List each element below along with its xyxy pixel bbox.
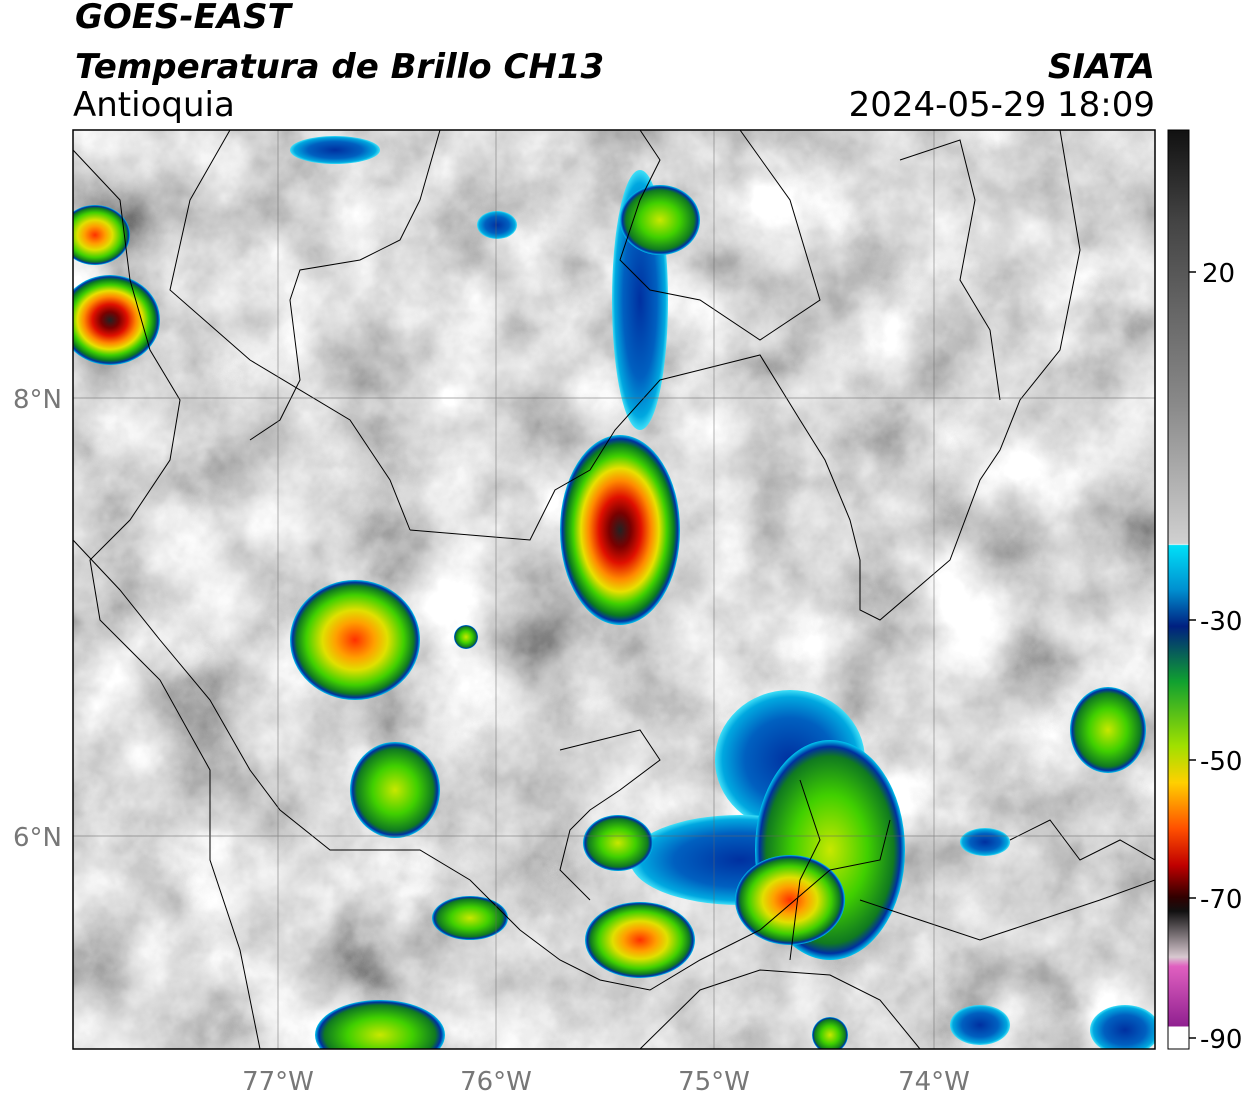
colorbar	[1167, 129, 1190, 1050]
border-line	[789, 779, 821, 961]
borders	[73, 130, 1155, 1049]
cloud-top	[950, 1005, 1010, 1045]
colorbar-label: 20	[1202, 259, 1235, 289]
cloud-top	[560, 435, 680, 625]
cloud-top	[1070, 687, 1146, 773]
border-line	[859, 879, 1155, 941]
lat-label: 8°N	[13, 385, 62, 415]
cloud-top	[290, 580, 420, 700]
cloud-top	[477, 211, 517, 239]
cloud-top	[290, 136, 380, 164]
cloud-top	[73, 275, 160, 365]
lon-label: 75°W	[678, 1067, 750, 1097]
cloud-top	[585, 902, 695, 978]
cloud-top	[432, 896, 508, 940]
colorbar-label: -50	[1200, 747, 1242, 777]
region: Antioquia	[73, 85, 235, 125]
graticule	[73, 130, 1155, 1049]
lon-label: 77°W	[242, 1067, 314, 1097]
border-line	[409, 130, 1081, 621]
cloud-top	[812, 1017, 848, 1049]
cloud-top	[960, 828, 1010, 856]
lon-label: 74°W	[898, 1067, 970, 1097]
border-line	[639, 969, 921, 1049]
colorbar-label: -90	[1200, 1025, 1242, 1055]
colorbar-label: -70	[1200, 885, 1242, 915]
satellite-image	[73, 130, 1155, 1049]
border-line	[899, 139, 1001, 401]
colorbar-label: -30	[1200, 607, 1242, 637]
cloud-top	[454, 625, 478, 649]
cloud-top	[315, 1000, 445, 1049]
title: GOES-EAST	[75, 0, 294, 37]
lon-label: 76°W	[460, 1067, 532, 1097]
cloud-top	[73, 205, 130, 265]
cloud-top	[620, 185, 700, 255]
border-line	[73, 149, 261, 1049]
border-line	[559, 729, 661, 901]
border-line	[73, 539, 891, 991]
datetime: 2024-05-29 18:09	[849, 85, 1155, 125]
border-line	[169, 130, 411, 531]
cloud-top	[1090, 1005, 1155, 1049]
border-line	[1009, 819, 1155, 861]
lat-label: 6°N	[13, 823, 62, 853]
border-line	[249, 130, 441, 441]
border-line	[619, 130, 821, 341]
source: SIATA	[1048, 47, 1155, 87]
cloud-top	[583, 815, 653, 871]
cloud-top	[735, 855, 845, 945]
map-frame	[72, 129, 1156, 1050]
cloud-top	[350, 742, 440, 838]
colorbar-ticks	[1189, 271, 1196, 1039]
subtitle: Temperatura de Brillo CH13	[75, 47, 604, 87]
